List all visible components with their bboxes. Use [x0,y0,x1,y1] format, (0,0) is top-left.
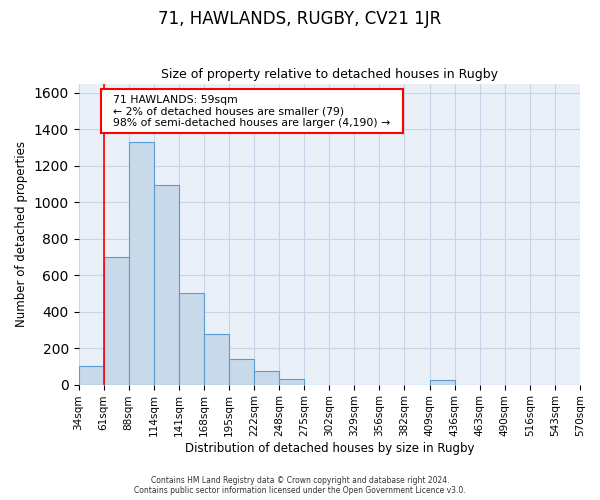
Title: Size of property relative to detached houses in Rugby: Size of property relative to detached ho… [161,68,498,81]
Y-axis label: Number of detached properties: Number of detached properties [15,141,28,327]
Bar [154,185,179,384]
X-axis label: Distribution of detached houses by size in Rugby: Distribution of detached houses by size … [185,442,474,455]
Bar [128,142,154,384]
Text: 71 HAWLANDS: 59sqm
  ← 2% of detached houses are smaller (79)
  98% of semi-deta: 71 HAWLANDS: 59sqm ← 2% of detached hous… [106,94,397,128]
Bar [79,366,104,384]
Bar [204,334,229,384]
Bar [179,294,204,384]
Bar [430,380,455,384]
Bar [279,379,304,384]
Bar [254,371,279,384]
Text: Contains HM Land Registry data © Crown copyright and database right 2024.
Contai: Contains HM Land Registry data © Crown c… [134,476,466,495]
Bar [229,359,254,384]
Bar [104,257,128,384]
Text: 71, HAWLANDS, RUGBY, CV21 1JR: 71, HAWLANDS, RUGBY, CV21 1JR [158,10,442,28]
